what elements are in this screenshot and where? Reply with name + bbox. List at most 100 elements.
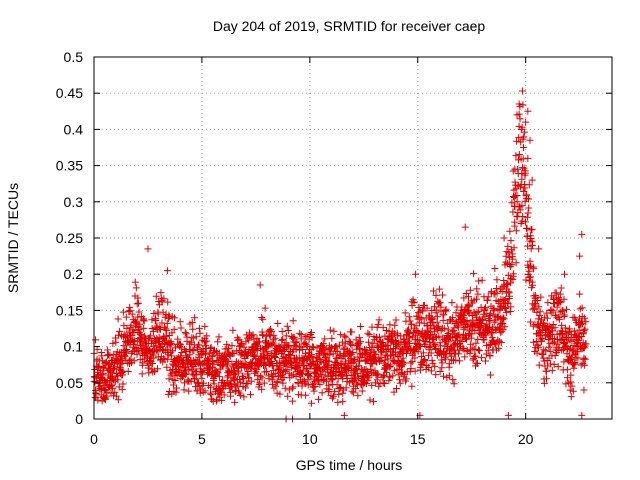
data-point bbox=[397, 332, 405, 340]
data-point bbox=[154, 310, 162, 318]
data-point bbox=[473, 308, 481, 316]
data-point bbox=[495, 344, 503, 352]
data-point bbox=[450, 380, 458, 388]
data-point bbox=[418, 361, 426, 369]
data-point bbox=[215, 333, 223, 341]
data-point bbox=[201, 322, 209, 330]
data-point bbox=[525, 267, 533, 275]
data-points bbox=[90, 87, 590, 423]
data-point bbox=[578, 230, 586, 238]
data-point bbox=[463, 318, 471, 326]
data-point bbox=[259, 315, 267, 323]
data-point bbox=[276, 390, 284, 398]
data-point bbox=[258, 374, 266, 382]
data-point bbox=[256, 281, 264, 289]
data-point bbox=[206, 389, 214, 397]
data-point bbox=[389, 372, 397, 380]
data-point bbox=[380, 380, 388, 388]
data-point bbox=[542, 367, 550, 375]
data-point bbox=[454, 323, 462, 331]
data-point bbox=[484, 293, 492, 301]
data-point bbox=[491, 340, 499, 348]
data-point bbox=[542, 347, 550, 355]
data-point bbox=[524, 154, 532, 162]
data-point bbox=[427, 349, 435, 357]
data-point bbox=[512, 227, 520, 235]
data-point bbox=[480, 336, 488, 344]
data-point bbox=[580, 386, 588, 394]
data-point bbox=[528, 176, 536, 184]
data-point bbox=[500, 277, 508, 285]
data-point bbox=[168, 329, 176, 337]
data-point bbox=[412, 270, 420, 278]
data-point bbox=[573, 347, 581, 355]
data-point bbox=[512, 259, 520, 267]
data-point bbox=[250, 335, 258, 343]
data-point bbox=[529, 241, 537, 249]
data-point bbox=[407, 365, 415, 373]
data-point bbox=[570, 364, 578, 372]
data-point bbox=[316, 381, 324, 389]
data-point bbox=[433, 313, 441, 321]
data-point bbox=[459, 344, 467, 352]
data-point bbox=[466, 349, 474, 357]
data-point bbox=[122, 345, 130, 353]
data-point bbox=[214, 369, 222, 377]
data-point bbox=[301, 333, 309, 341]
data-point bbox=[126, 303, 134, 311]
data-point bbox=[502, 258, 510, 266]
data-point bbox=[432, 371, 440, 379]
data-point bbox=[176, 340, 184, 348]
data-point bbox=[525, 195, 533, 203]
data-point bbox=[398, 361, 406, 369]
data-point bbox=[520, 133, 528, 141]
data-point bbox=[340, 344, 348, 352]
axis-tick-labels: 0 0.05 0.1 0.15 0.2 0.25 0.3 0.35 0.4 0.45 0.5 0 5 10… bbox=[56, 49, 534, 447]
data-point bbox=[522, 118, 530, 126]
data-point bbox=[523, 224, 531, 232]
data-point bbox=[554, 340, 562, 348]
data-point bbox=[540, 379, 548, 387]
data-point bbox=[192, 333, 200, 341]
data-point bbox=[116, 327, 124, 335]
data-point bbox=[140, 317, 148, 325]
data-point bbox=[229, 326, 237, 334]
data-point bbox=[149, 354, 157, 362]
data-point bbox=[507, 237, 515, 245]
data-point bbox=[319, 340, 327, 348]
data-point bbox=[235, 367, 243, 375]
data-point bbox=[492, 284, 500, 292]
data-point bbox=[435, 332, 443, 340]
data-point bbox=[512, 152, 520, 160]
data-point bbox=[170, 325, 178, 333]
data-point bbox=[279, 379, 287, 387]
data-point bbox=[356, 357, 364, 365]
data-point bbox=[265, 339, 273, 347]
data-point bbox=[516, 115, 524, 123]
data-point bbox=[408, 302, 416, 310]
data-point bbox=[160, 295, 168, 303]
data-point bbox=[263, 342, 271, 350]
data-point bbox=[472, 352, 480, 360]
data-point bbox=[408, 382, 416, 390]
data-point bbox=[209, 363, 217, 371]
data-point bbox=[349, 389, 357, 397]
data-point bbox=[515, 100, 523, 108]
data-point bbox=[576, 252, 584, 260]
data-point bbox=[373, 376, 381, 384]
data-point bbox=[367, 365, 375, 373]
data-point bbox=[473, 359, 481, 367]
data-point bbox=[257, 372, 265, 380]
data-point bbox=[290, 334, 298, 342]
data-point bbox=[553, 303, 561, 311]
data-point bbox=[189, 325, 197, 333]
grid-lines bbox=[94, 57, 612, 419]
data-point bbox=[513, 192, 521, 200]
data-point bbox=[279, 344, 287, 352]
data-point bbox=[215, 349, 223, 357]
data-point bbox=[434, 322, 442, 330]
data-point bbox=[326, 351, 334, 359]
data-point bbox=[493, 276, 501, 284]
data-point bbox=[353, 369, 361, 377]
data-point bbox=[528, 281, 536, 289]
